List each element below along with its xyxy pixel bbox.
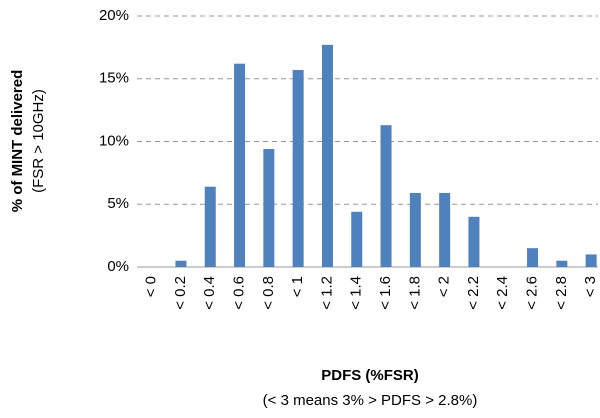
x-tick-label: < 3: [582, 276, 599, 297]
x-tick-label: < 1.8: [406, 276, 423, 310]
y-tick-label: 5%: [107, 195, 129, 212]
y-tick-label: 15%: [99, 70, 129, 87]
bar: [409, 192, 421, 267]
x-tick-label: < 1.2: [318, 276, 335, 310]
bar: [175, 260, 187, 267]
x-tick-label: < 2.8: [553, 276, 570, 310]
x-axis-title: PDFS (%FSR): [321, 367, 419, 384]
x-tick-label: < 0: [143, 276, 160, 297]
x-tick-label: < 0.6: [231, 276, 248, 310]
x-tick-label: < 2.6: [524, 276, 541, 310]
x-tick-label: < 2.4: [494, 276, 511, 310]
bar: [234, 63, 246, 267]
x-tick-label: < 1.4: [348, 276, 365, 310]
y-tick-label: 20%: [99, 7, 129, 24]
x-tick-label: < 0.2: [172, 276, 189, 310]
x-tick-label: < 2: [436, 276, 453, 297]
bar: [351, 211, 363, 267]
bar: [292, 69, 304, 267]
bar: [585, 254, 597, 267]
bar: [439, 192, 451, 267]
bar: [321, 44, 333, 267]
x-tick-label: < 0.8: [260, 276, 277, 310]
x-axis-subtitle: (< 3 means 3% > PDFS > 2.8%): [263, 392, 478, 409]
bar: [263, 149, 275, 267]
bar: [556, 260, 568, 267]
bar: [468, 216, 480, 267]
y-tick-label: 10%: [99, 132, 129, 149]
y-axis-title: % of MINT delivered: [9, 70, 26, 213]
x-tick-label: < 0.4: [201, 276, 218, 310]
x-tick-label: < 2.2: [465, 276, 482, 310]
y-axis-subtitle: (FSR > 10GHz): [30, 89, 47, 193]
y-tick-label: 0%: [107, 258, 129, 275]
bar: [204, 186, 216, 267]
x-tick-label: < 1: [289, 276, 306, 297]
bar: [527, 248, 539, 267]
x-tick-label: < 1.6: [377, 276, 394, 310]
bar: [380, 125, 392, 267]
